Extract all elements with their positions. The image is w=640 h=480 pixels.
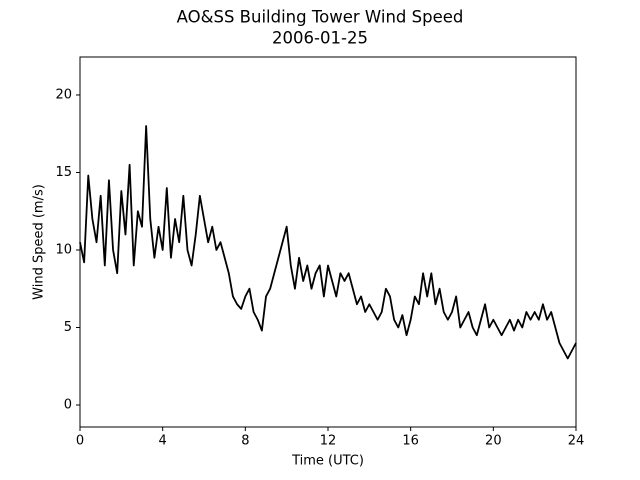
x-axis-label: Time (UTC) [291,454,364,469]
x-tick-label: 16 [402,434,419,449]
y-tick-label: 20 [55,87,72,102]
x-tick-label: 20 [485,434,502,449]
x-tick-label: 0 [76,434,84,449]
y-axis-label: Wind Speed (m/s) [32,184,47,300]
x-tick-label: 8 [241,434,249,449]
x-tick-label: 24 [568,434,585,449]
chart-title: AO&SS Building Tower Wind Speed [177,8,464,27]
x-tick-label: 4 [159,434,167,449]
plot-frame [79,56,577,428]
chart-subtitle: 2006-01-25 [272,29,368,48]
y-tick-label: 5 [64,320,72,335]
y-tick-label: 10 [55,242,72,257]
x-tick-label: 12 [320,434,337,449]
y-tick-label: 0 [64,397,72,412]
data-line [79,125,577,360]
y-tick-label: 15 [55,165,72,180]
